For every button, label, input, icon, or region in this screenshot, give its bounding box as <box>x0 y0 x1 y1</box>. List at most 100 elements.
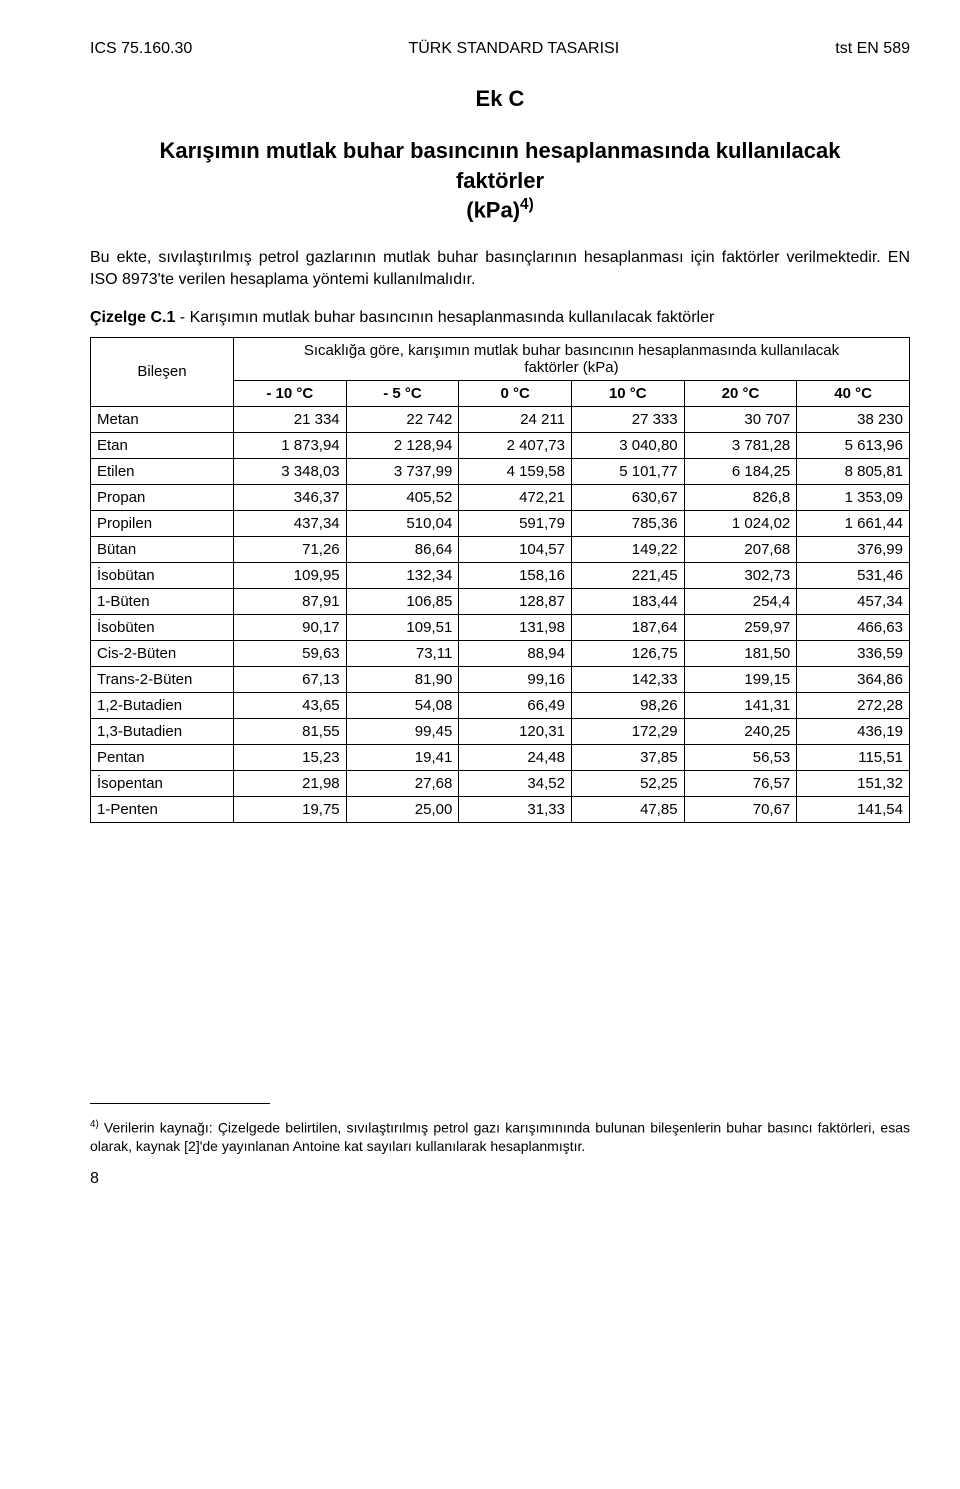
header-left: ICS 75.160.30 <box>90 40 192 58</box>
table-row: Bütan71,2686,64104,57149,22207,68376,99 <box>91 536 910 562</box>
cell-value: 22 742 <box>346 406 459 432</box>
cell-value: 207,68 <box>684 536 797 562</box>
cell-value: 1 661,44 <box>797 510 910 536</box>
cell-value: 510,04 <box>346 510 459 536</box>
cell-value: 1 873,94 <box>234 432 347 458</box>
row-name: Trans-2-Büten <box>91 666 234 692</box>
cell-value: 47,85 <box>571 796 684 822</box>
cell-value: 19,41 <box>346 744 459 770</box>
cell-value: 31,33 <box>459 796 572 822</box>
cell-value: 158,16 <box>459 562 572 588</box>
cell-value: 8 805,81 <box>797 458 910 484</box>
cell-value: 2 407,73 <box>459 432 572 458</box>
table-row: 1,3-Butadien81,5599,45120,31172,29240,25… <box>91 718 910 744</box>
cell-value: 826,8 <box>684 484 797 510</box>
row-name: 1-Penten <box>91 796 234 822</box>
row-name: Cis-2-Büten <box>91 640 234 666</box>
cell-value: 25,00 <box>346 796 459 822</box>
row-name: Etilen <box>91 458 234 484</box>
row-name: Metan <box>91 406 234 432</box>
row-name: 1-Büten <box>91 588 234 614</box>
title-line3: (kPa) <box>466 198 520 223</box>
cell-value: 128,87 <box>459 588 572 614</box>
footnote-text: Verilerin kaynağı: Çizelgede belirtilen,… <box>90 1119 910 1154</box>
table-caption-rest: - Karışımın mutlak buhar basıncının hesa… <box>175 309 714 326</box>
cell-value: 106,85 <box>346 588 459 614</box>
cell-value: 3 737,99 <box>346 458 459 484</box>
cell-value: 30 707 <box>684 406 797 432</box>
cell-value: 2 128,94 <box>346 432 459 458</box>
table-row: Etan1 873,942 128,942 407,733 040,803 78… <box>91 432 910 458</box>
cell-value: 436,19 <box>797 718 910 744</box>
cell-value: 376,99 <box>797 536 910 562</box>
cell-value: 172,29 <box>571 718 684 744</box>
footnote-ref: 4) <box>90 1119 99 1130</box>
cell-value: 221,45 <box>571 562 684 588</box>
table-row: Propan346,37405,52472,21630,67826,81 353… <box>91 484 910 510</box>
cell-value: 336,59 <box>797 640 910 666</box>
cell-value: 43,65 <box>234 692 347 718</box>
cell-value: 141,54 <box>797 796 910 822</box>
row-name: Pentan <box>91 744 234 770</box>
cell-value: 56,53 <box>684 744 797 770</box>
cell-value: 21,98 <box>234 770 347 796</box>
row-name: 1,2-Butadien <box>91 692 234 718</box>
cell-value: 3 348,03 <box>234 458 347 484</box>
cell-value: 181,50 <box>684 640 797 666</box>
table-caption: Çizelge C.1 - Karışımın mutlak buhar bas… <box>90 309 910 327</box>
cell-value: 6 184,25 <box>684 458 797 484</box>
factor-header: Sıcaklığa göre, karışımın mutlak buhar b… <box>234 337 910 380</box>
cell-value: 109,95 <box>234 562 347 588</box>
cell-value: 99,45 <box>346 718 459 744</box>
row-name: Bütan <box>91 536 234 562</box>
table-row: İsobütan109,95132,34158,16221,45302,7353… <box>91 562 910 588</box>
cell-value: 81,55 <box>234 718 347 744</box>
table-row: İsobüten90,17109,51131,98187,64259,97466… <box>91 614 910 640</box>
row-name: İsobüten <box>91 614 234 640</box>
table-row: İsopentan21,9827,6834,5252,2576,57151,32 <box>91 770 910 796</box>
cell-value: 115,51 <box>797 744 910 770</box>
table-row: 1,2-Butadien43,6554,0866,4998,26141,3127… <box>91 692 910 718</box>
cell-value: 472,21 <box>459 484 572 510</box>
cell-value: 70,67 <box>684 796 797 822</box>
cell-value: 27,68 <box>346 770 459 796</box>
row-name: İsopentan <box>91 770 234 796</box>
page-number: 8 <box>90 1170 910 1188</box>
cell-value: 86,64 <box>346 536 459 562</box>
table-row: 1-Büten87,91106,85128,87183,44254,4457,3… <box>91 588 910 614</box>
cell-value: 76,57 <box>684 770 797 796</box>
cell-value: 52,25 <box>571 770 684 796</box>
cell-value: 531,46 <box>797 562 910 588</box>
cell-value: 90,17 <box>234 614 347 640</box>
cell-value: 131,98 <box>459 614 572 640</box>
cell-value: 1 024,02 <box>684 510 797 536</box>
factor-header-line1: Sıcaklığa göre, karışımın mutlak buhar b… <box>304 342 839 359</box>
row-name: Propilen <box>91 510 234 536</box>
cell-value: 54,08 <box>346 692 459 718</box>
table-row: Pentan15,2319,4124,4837,8556,53115,51 <box>91 744 910 770</box>
temp-col-3: 10 °C <box>571 380 684 406</box>
title-footnote-ref: 4) <box>520 196 534 213</box>
row-name: 1,3-Butadien <box>91 718 234 744</box>
table-row: Metan21 33422 74224 21127 33330 70738 23… <box>91 406 910 432</box>
table-row: Cis-2-Büten59,6373,1188,94126,75181,5033… <box>91 640 910 666</box>
cell-value: 15,23 <box>234 744 347 770</box>
col-head-bilesen: Bileşen <box>91 337 234 406</box>
row-name: Etan <box>91 432 234 458</box>
cell-value: 24 211 <box>459 406 572 432</box>
factors-table: Bileşen Sıcaklığa göre, karışımın mutlak… <box>90 337 910 823</box>
cell-value: 38 230 <box>797 406 910 432</box>
cell-value: 151,32 <box>797 770 910 796</box>
row-name: İsobütan <box>91 562 234 588</box>
factor-header-line2: faktörler (kPa) <box>524 359 618 376</box>
cell-value: 73,11 <box>346 640 459 666</box>
cell-value: 364,86 <box>797 666 910 692</box>
cell-value: 109,51 <box>346 614 459 640</box>
cell-value: 24,48 <box>459 744 572 770</box>
cell-value: 259,97 <box>684 614 797 640</box>
header-right: tst EN 589 <box>835 40 910 58</box>
intro-paragraph: Bu ekte, sıvılaştırılmış petrol gazların… <box>90 247 910 290</box>
cell-value: 405,52 <box>346 484 459 510</box>
cell-value: 346,37 <box>234 484 347 510</box>
cell-value: 59,63 <box>234 640 347 666</box>
